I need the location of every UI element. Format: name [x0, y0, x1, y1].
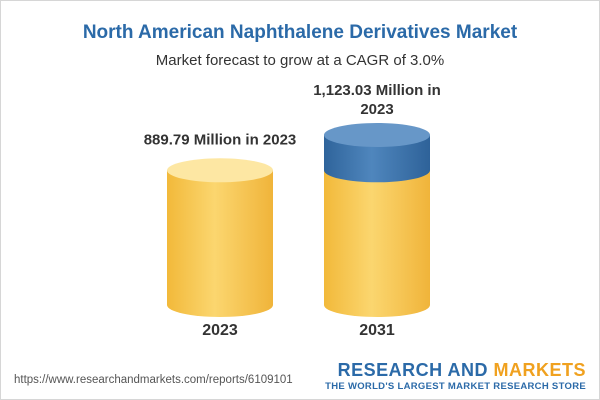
bar-top-2031 [324, 123, 430, 147]
value-label-2031: 1,123.03 Million in 2023 [313, 82, 441, 118]
chart-subtitle: Market forecast to grow at a CAGR of 3.0… [155, 52, 445, 69]
bar-base-2023 [167, 170, 273, 317]
brand-name: RESEARCH AND MARKETS [325, 360, 586, 380]
bar-base-2031 [324, 170, 430, 317]
category-label-2023: 2023 [202, 322, 238, 339]
value-label-2023: 889.79 Million in 2023 [144, 131, 297, 148]
bar-growth-2031 [324, 135, 430, 183]
category-label-2031: 2031 [359, 322, 395, 339]
source-url[interactable]: https://www.researchandmarkets.com/repor… [14, 374, 293, 386]
bar-top-2023 [167, 158, 273, 183]
brand-tagline: THE WORLD'S LARGEST MARKET RESEARCH STOR… [325, 381, 586, 392]
brand-name-part2: MARKETS [493, 360, 586, 380]
brand-name-part1: RESEARCH AND [337, 360, 488, 380]
brand-logo: RESEARCH AND MARKETS THE WORLD'S LARGEST… [325, 360, 586, 394]
chart-title: North American Naphthalene Derivatives M… [82, 22, 518, 43]
